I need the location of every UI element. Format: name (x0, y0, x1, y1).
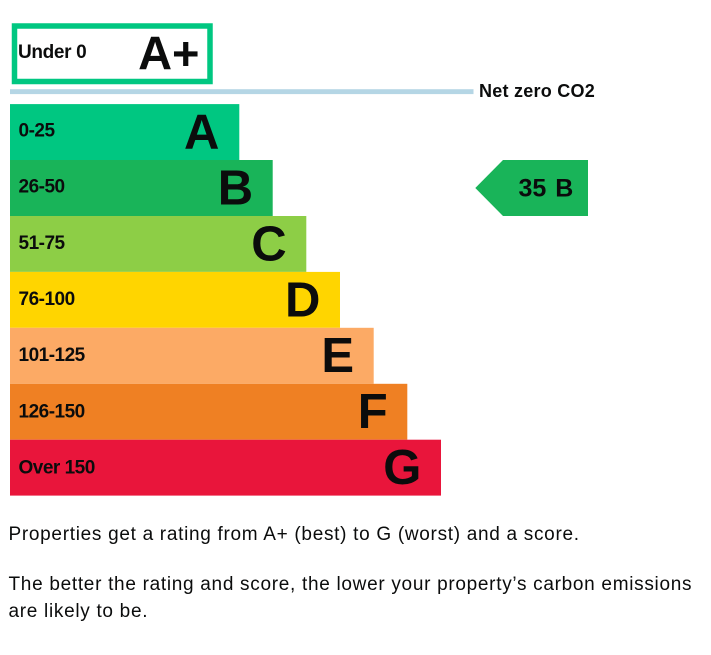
svg-text:F: F (358, 385, 388, 439)
svg-text:C: C (251, 217, 286, 271)
svg-text:Net zero CO2: Net zero CO2 (479, 81, 595, 101)
svg-text:B: B (218, 162, 253, 216)
svg-text:D: D (285, 273, 320, 327)
svg-text:76-100: 76-100 (19, 289, 75, 310)
svg-text:35B: 35 B (519, 175, 574, 203)
svg-text:51-75: 51-75 (19, 233, 66, 254)
svg-text:Under 0: Under 0 (18, 42, 86, 63)
svg-text:A+: A+ (138, 27, 199, 80)
svg-text:G: G (383, 441, 421, 495)
svg-text:26-50: 26-50 (19, 177, 65, 198)
svg-text:A: A (184, 106, 219, 160)
svg-text:0-25: 0-25 (19, 121, 56, 142)
svg-text:Over 150: Over 150 (19, 458, 95, 479)
svg-text:E: E (321, 329, 354, 383)
svg-text:126-150: 126-150 (19, 401, 85, 422)
svg-text:101-125: 101-125 (19, 345, 86, 366)
